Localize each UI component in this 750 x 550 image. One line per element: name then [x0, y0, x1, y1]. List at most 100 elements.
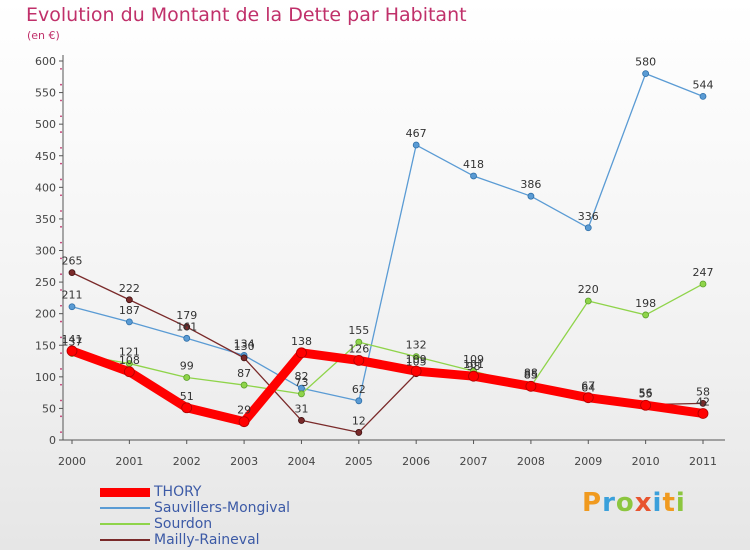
data-point	[582, 392, 594, 404]
y-minor-tick	[60, 320, 62, 323]
y-minor-tick	[60, 146, 62, 149]
y-minor-tick	[60, 162, 62, 165]
data-label: 161	[176, 320, 197, 333]
data-label: 85	[524, 368, 538, 381]
legend-item: THORY	[100, 484, 290, 500]
data-point	[181, 402, 193, 414]
data-point	[298, 417, 305, 424]
data-point	[240, 354, 248, 362]
y-tick-label: 450	[35, 150, 56, 163]
legend-swatch	[100, 507, 150, 509]
data-point	[238, 416, 250, 428]
data-label: 98	[467, 360, 481, 373]
data-label: 336	[578, 210, 599, 223]
data-point	[66, 345, 78, 357]
data-label: 247	[693, 266, 714, 279]
data-label: 418	[463, 158, 484, 171]
chart-data-labels: 2111871611348262467418386336580544137121…	[62, 56, 714, 428]
data-label: 108	[119, 354, 140, 367]
data-label: 265	[62, 255, 83, 268]
y-tick-label: 300	[35, 245, 56, 258]
series-line-sourdon	[71, 283, 704, 395]
data-point	[584, 224, 592, 232]
y-tick-label: 200	[35, 308, 56, 321]
data-label: 222	[119, 282, 140, 295]
legend-label: Mailly-Raineval	[154, 532, 260, 548]
data-label: 179	[176, 309, 197, 322]
data-point	[699, 399, 707, 407]
y-minor-tick	[60, 194, 62, 197]
legend-swatch	[100, 523, 150, 525]
data-point	[468, 370, 479, 382]
legend-label: Sauvillers-Mongival	[154, 500, 291, 516]
y-minor-tick	[60, 131, 62, 133]
data-point	[412, 353, 420, 361]
x-tick-label: 2003	[230, 455, 258, 468]
data-label: 130	[234, 340, 255, 353]
y-minor-tick	[60, 383, 62, 386]
data-label: 31	[294, 402, 308, 415]
data-label: 29	[237, 404, 251, 417]
data-label: 88	[524, 366, 538, 379]
x-tick-label: 2008	[517, 455, 545, 468]
data-label: 56	[639, 387, 653, 400]
legend-item: Sourdon	[100, 516, 290, 532]
data-point	[183, 334, 191, 342]
data-point	[697, 408, 709, 419]
data-point	[298, 390, 305, 398]
data-label: 134	[234, 337, 255, 350]
logo-letter: P	[582, 488, 603, 518]
data-point	[355, 397, 363, 405]
x-tick-label: 2006	[402, 455, 430, 468]
data-label: 62	[352, 383, 366, 396]
y-tick-label: 600	[35, 55, 56, 68]
y-tick-label: 100	[35, 371, 56, 384]
logo-letter: r	[602, 488, 616, 518]
y-tick-label: 250	[35, 276, 56, 289]
proxiti-logo: Proxiti	[582, 488, 686, 518]
data-label: 198	[635, 297, 656, 310]
data-label: 105	[406, 356, 427, 369]
y-minor-tick	[60, 210, 62, 212]
x-tick-label: 2005	[345, 455, 373, 468]
data-point	[68, 303, 76, 311]
data-label: 155	[348, 324, 369, 337]
data-point	[640, 399, 652, 411]
y-minor-tick	[60, 415, 62, 418]
y-minor-tick	[60, 99, 62, 102]
data-label: 82	[294, 370, 308, 383]
data-point	[125, 296, 133, 304]
legend-swatch	[100, 539, 150, 541]
y-minor-tick	[60, 399, 62, 402]
y-minor-tick	[60, 225, 62, 228]
chart-unit-label: (en €)	[27, 29, 60, 42]
chart-series-points	[66, 70, 709, 436]
y-tick-label: 350	[35, 213, 56, 226]
data-label: 386	[520, 178, 541, 191]
y-minor-tick	[60, 352, 62, 355]
x-tick-label: 2011	[689, 455, 717, 468]
data-label: 187	[119, 304, 140, 317]
data-label: 109	[463, 353, 484, 366]
legend-label: Sourdon	[154, 516, 213, 532]
data-label: 101	[463, 358, 484, 371]
data-point	[240, 381, 248, 389]
data-point	[412, 141, 420, 149]
data-point	[584, 297, 592, 305]
y-minor-tick	[60, 336, 62, 339]
data-point	[183, 374, 191, 381]
chart-series-lines	[67, 72, 708, 434]
data-label: 64	[581, 382, 595, 395]
data-label: 580	[635, 56, 656, 69]
data-point	[642, 311, 650, 319]
data-point	[68, 269, 76, 277]
y-tick-label: 0	[49, 434, 56, 447]
data-label: 67	[581, 380, 595, 393]
data-label: 85	[524, 368, 538, 381]
x-tick-label: 2002	[173, 455, 201, 468]
legend-label: THORY	[154, 484, 202, 500]
chart-axes: 0 50 100 150 200 250 300 350 400 450 500 550 600 2000…	[35, 55, 725, 468]
y-minor-tick	[60, 178, 62, 181]
y-tick-label: 550	[35, 87, 56, 100]
